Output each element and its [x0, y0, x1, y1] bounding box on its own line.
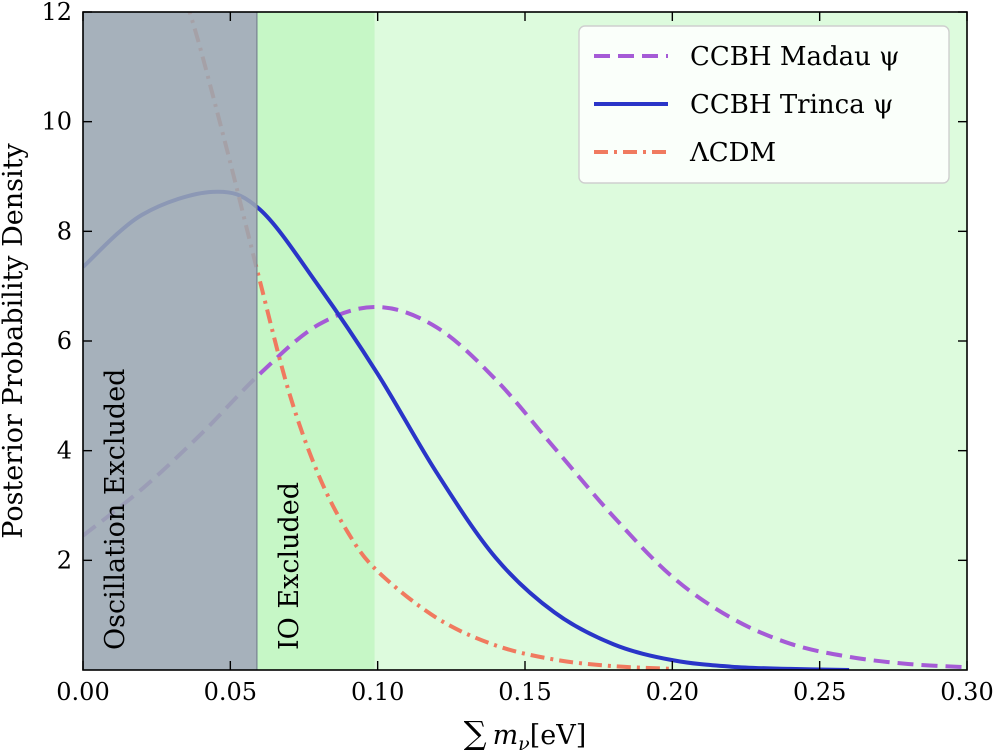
- x-tick-label: 0.05: [204, 678, 257, 706]
- y-axis-label: Posterior Probability Density: [0, 143, 29, 539]
- axis-ticks: 0.00 0.05 0.10 0.15 0.20 0.25 0.30 2 4 6 8 10 12: [41, 0, 993, 706]
- oscillation-excluded-region: [83, 12, 257, 670]
- legend-label-ccbh-trinca: CCBH Trinca ψ: [690, 90, 893, 120]
- y-tick-label: 8: [57, 217, 72, 245]
- x-axis-sum-symbol: ∑: [464, 714, 487, 752]
- legend-label-cdm: ΛCDM: [689, 138, 776, 168]
- region-label-oscillation-excluded: Oscillation Excluded: [100, 369, 131, 650]
- legend-label-ccbh-madau: CCBH Madau ψ: [690, 42, 900, 72]
- y-tick-label: 6: [57, 327, 72, 355]
- x-axis-m: m: [493, 720, 519, 751]
- x-axis-subscript: ν: [518, 733, 530, 754]
- legend-box: [578, 25, 950, 184]
- x-tick-label: 0.30: [940, 678, 993, 706]
- x-axis-unit: [eV]: [530, 720, 587, 751]
- x-tick-label: 0.20: [646, 678, 699, 706]
- region-labels: Oscillation Excluded IO Excluded: [100, 369, 305, 650]
- x-tick-label: 0.15: [498, 678, 551, 706]
- x-tick-label: 0.10: [351, 678, 404, 706]
- y-tick-label: 10: [41, 108, 72, 136]
- y-tick-label: 2: [57, 546, 72, 574]
- y-tick-label: 4: [57, 437, 72, 465]
- y-tick-label: 12: [41, 0, 72, 26]
- x-tick-label: 0.25: [793, 678, 846, 706]
- x-axis-label: ∑ mν[eV]: [464, 714, 587, 754]
- legend: CCBH Madau ψ CCBH Trinca ψ ΛCDM: [578, 25, 950, 184]
- region-overlay: [83, 12, 258, 670]
- region-label-io-excluded: IO Excluded: [274, 482, 305, 650]
- x-tick-label: 0.00: [56, 678, 109, 706]
